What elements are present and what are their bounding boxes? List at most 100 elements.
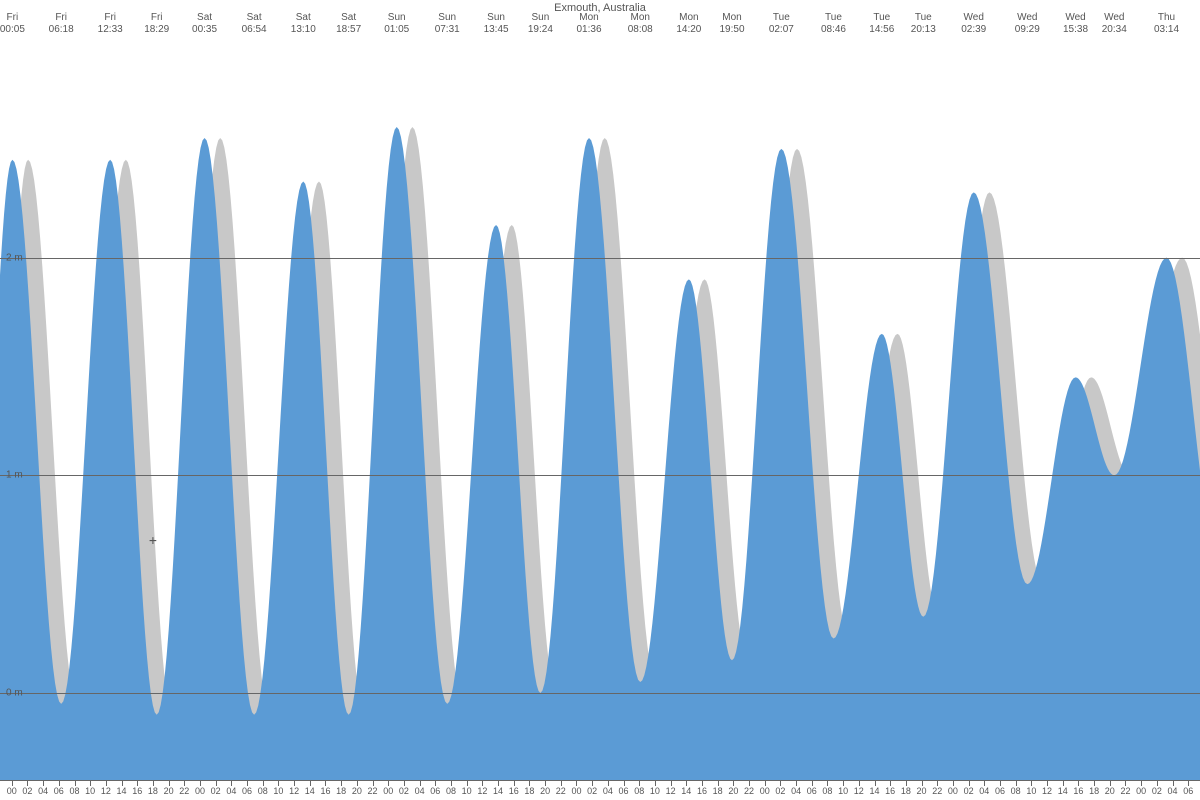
hour-label: 08 — [258, 786, 268, 796]
hour-label: 00 — [383, 786, 393, 796]
tide-time-value: 20:13 — [911, 24, 936, 36]
tide-time-value: 08:46 — [821, 24, 846, 36]
y-axis-label: 2 m — [6, 252, 23, 263]
tide-time-label: Mon01:36 — [577, 12, 602, 36]
tide-time-label: Sun13:45 — [484, 12, 509, 36]
tide-time-label: Tue08:46 — [821, 12, 846, 36]
tide-time-value: 09:29 — [1015, 24, 1040, 36]
plot-area: 0 m 1 m 2 m + — [0, 40, 1200, 780]
tide-time-day: Fri — [49, 12, 74, 24]
tide-time-day: Tue — [821, 12, 846, 24]
tide-time-value: 12:33 — [98, 24, 123, 36]
tide-time-label: Sat13:10 — [291, 12, 316, 36]
hour-label: 10 — [85, 786, 95, 796]
tide-time-label: Tue02:07 — [769, 12, 794, 36]
tide-time-day: Sun — [484, 12, 509, 24]
tide-time-value: 13:10 — [291, 24, 316, 36]
tide-time-value: 00:05 — [0, 24, 25, 36]
tide-time-value: 03:14 — [1154, 24, 1179, 36]
tide-time-day: Mon — [577, 12, 602, 24]
tide-time-label: Sun01:05 — [384, 12, 409, 36]
tide-time-label: Wed20:34 — [1102, 12, 1127, 36]
hour-label: 14 — [305, 786, 315, 796]
hour-label: 18 — [524, 786, 534, 796]
hour-label: 02 — [964, 786, 974, 796]
tide-time-day: Fri — [144, 12, 169, 24]
hour-label: 20 — [728, 786, 738, 796]
tide-time-value: 18:57 — [336, 24, 361, 36]
tide-time-day: Wed — [1102, 12, 1127, 24]
tide-time-day: Wed — [1063, 12, 1088, 24]
tide-time-day: Mon — [719, 12, 744, 24]
tide-time-label: Mon19:50 — [719, 12, 744, 36]
hour-label: 22 — [368, 786, 378, 796]
hour-label: 20 — [164, 786, 174, 796]
tide-time-label: Fri06:18 — [49, 12, 74, 36]
y-axis-label: 0 m — [6, 687, 23, 698]
hour-label: 14 — [681, 786, 691, 796]
tide-time-value: 07:31 — [435, 24, 460, 36]
tide-time-value: 02:39 — [961, 24, 986, 36]
tide-time-value: 19:50 — [719, 24, 744, 36]
tide-time-day: Sun — [528, 12, 553, 24]
hour-label: 04 — [1168, 786, 1178, 796]
tide-time-label: Tue14:56 — [869, 12, 894, 36]
tide-time-day: Wed — [1015, 12, 1040, 24]
tide-time-day: Sat — [291, 12, 316, 24]
tide-time-label: Sun07:31 — [435, 12, 460, 36]
hour-label: 00 — [195, 786, 205, 796]
hour-label: 18 — [901, 786, 911, 796]
top-axis-labels: Fri00:05Fri06:18Fri12:33Fri18:29Sat00:35… — [0, 12, 1200, 40]
tide-time-value: 18:29 — [144, 24, 169, 36]
hour-label: 02 — [211, 786, 221, 796]
tide-time-label: Wed15:38 — [1063, 12, 1088, 36]
hour-label: 16 — [320, 786, 330, 796]
tide-time-label: Fri00:05 — [0, 12, 25, 36]
tide-time-label: Fri18:29 — [144, 12, 169, 36]
tide-time-label: Sat06:54 — [242, 12, 267, 36]
hour-label: 02 — [775, 786, 785, 796]
hour-label: 02 — [1152, 786, 1162, 796]
tide-time-value: 06:54 — [242, 24, 267, 36]
bottom-hour-scale: 0002040608101214161820220002040608101214… — [0, 780, 1200, 800]
y-axis-label: 1 m — [6, 470, 23, 481]
hour-label: 04 — [791, 786, 801, 796]
hour-label: 14 — [869, 786, 879, 796]
tide-time-day: Fri — [98, 12, 123, 24]
hour-label: 20 — [352, 786, 362, 796]
tide-time-label: Tue20:13 — [911, 12, 936, 36]
hour-label: 04 — [603, 786, 613, 796]
hour-label: 22 — [556, 786, 566, 796]
hour-label: 14 — [117, 786, 127, 796]
tide-time-value: 06:18 — [49, 24, 74, 36]
hour-label: 06 — [807, 786, 817, 796]
hour-label: 06 — [619, 786, 629, 796]
hour-label: 10 — [273, 786, 283, 796]
hour-label: 16 — [697, 786, 707, 796]
tide-chart: Exmouth, Australia Fri00:05Fri06:18Fri12… — [0, 0, 1200, 800]
tide-time-day: Sat — [242, 12, 267, 24]
hour-label: 18 — [713, 786, 723, 796]
hour-label: 08 — [634, 786, 644, 796]
hour-label: 18 — [336, 786, 346, 796]
hour-label: 18 — [148, 786, 158, 796]
hour-label: 02 — [22, 786, 32, 796]
tide-time-value: 08:08 — [628, 24, 653, 36]
tide-time-label: Wed02:39 — [961, 12, 986, 36]
hour-label: 02 — [399, 786, 409, 796]
tide-time-value: 02:07 — [769, 24, 794, 36]
tide-time-label: Wed09:29 — [1015, 12, 1040, 36]
hour-label: 14 — [1058, 786, 1068, 796]
cursor-cross-icon: + — [149, 533, 157, 548]
hour-label: 10 — [1026, 786, 1036, 796]
tide-time-label: Mon08:08 — [628, 12, 653, 36]
hour-label: 22 — [744, 786, 754, 796]
hour-label: 12 — [666, 786, 676, 796]
tide-time-value: 19:24 — [528, 24, 553, 36]
hour-label: 06 — [1183, 786, 1193, 796]
hour-label: 06 — [995, 786, 1005, 796]
tide-time-day: Wed — [961, 12, 986, 24]
tide-time-value: 15:38 — [1063, 24, 1088, 36]
hour-label: 20 — [1105, 786, 1115, 796]
hour-label: 00 — [1136, 786, 1146, 796]
